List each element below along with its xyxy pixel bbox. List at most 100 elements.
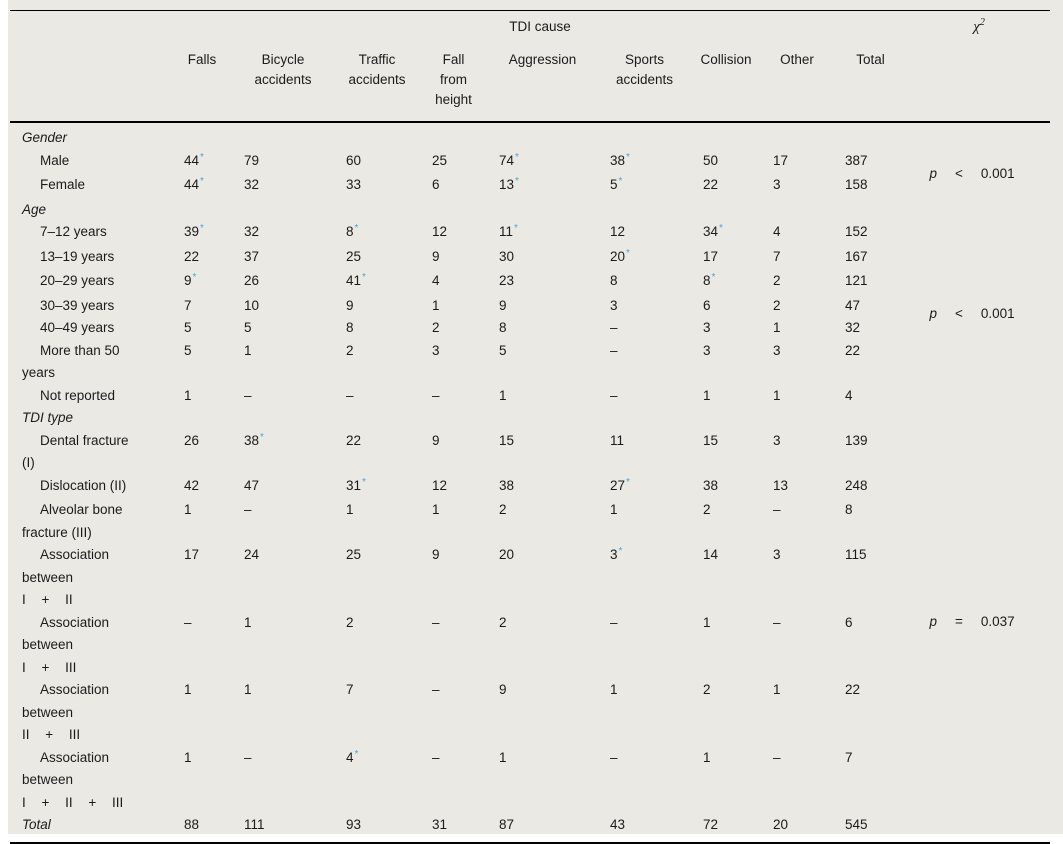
cell-fall-from-height: 6 bbox=[420, 174, 487, 199]
chi-cell-empty bbox=[908, 122, 1050, 150]
p-value-p: p bbox=[929, 613, 937, 629]
cell-sports-accidents: 3 bbox=[598, 295, 691, 318]
significance-asterisk: * bbox=[515, 151, 519, 163]
cell-bicycle-accidents: 24 bbox=[232, 544, 334, 612]
table-row-female: Female 44* 32 33 6 13* 5* 22 3 158 bbox=[10, 174, 1050, 199]
table-row-association-between-i-+-iii: Association between I + III – 1 2 – 2 – 1 – 6 bbox=[10, 612, 1050, 680]
cell-fall-from-height: 25 bbox=[420, 150, 487, 175]
cell-falls: 22 bbox=[172, 246, 232, 271]
cell-value: 11 bbox=[499, 224, 514, 239]
cell-traffic-accidents: 31* bbox=[334, 475, 420, 500]
cell-falls: 5 bbox=[172, 317, 232, 340]
cell-fall-from-height: – bbox=[420, 385, 487, 408]
cell-falls: 9* bbox=[172, 270, 232, 295]
cell-collision: 2 bbox=[691, 679, 761, 747]
cell-value: 25 bbox=[346, 547, 362, 562]
cell-bicycle-accidents: 111 bbox=[232, 814, 334, 844]
significance-asterisk: * bbox=[515, 176, 519, 187]
cell-fall-from-height: – bbox=[420, 612, 487, 680]
cell-total: 121 bbox=[833, 270, 908, 295]
table-row-712-years: 7–12 years 39* 32 8* 12 11* 12 34* 4 152 p <0.001 bbox=[10, 221, 1050, 321]
cell-fall-from-height: – bbox=[420, 679, 487, 747]
cell-value: 139 bbox=[845, 432, 868, 448]
cell-total: 167 bbox=[833, 246, 908, 271]
row-label-line: Dental fracture bbox=[40, 432, 129, 448]
cell-fall-from-height: – bbox=[420, 747, 487, 815]
cell-total: 139 bbox=[833, 430, 908, 475]
cell-value: 1 bbox=[184, 502, 192, 517]
significance-asterisk: * bbox=[200, 176, 204, 187]
table-row-2029-years: 20–29 years 9* 26 41* 4 23 8 8* 2 121 bbox=[10, 270, 1050, 295]
cell-value: 1 bbox=[773, 387, 781, 403]
cell-value: 2 bbox=[703, 682, 711, 697]
cell-value: 22 bbox=[845, 682, 861, 697]
cell-value: – bbox=[432, 387, 440, 403]
cell-aggression: 74* bbox=[487, 150, 598, 175]
cell-sports-accidents: 27* bbox=[598, 475, 691, 500]
cell-bicycle-accidents: 1 bbox=[232, 340, 334, 385]
significance-asterisk: * bbox=[514, 223, 518, 234]
cell-value: 39 bbox=[184, 224, 200, 239]
column-header-traffic-accidents: Traffic accidents bbox=[334, 43, 420, 123]
p-value-value: 0.037 bbox=[980, 613, 1015, 629]
cell-other: 13 bbox=[761, 475, 833, 500]
cell-value: 4 bbox=[773, 224, 781, 239]
cell-total: 32 bbox=[833, 317, 908, 340]
cell-aggression: 8 bbox=[487, 317, 598, 340]
row-label: 40–49 years bbox=[10, 317, 172, 340]
cell-other: 4 bbox=[761, 221, 833, 246]
cell-bicycle-accidents: 26 bbox=[232, 270, 334, 295]
row-label-line: I + II bbox=[22, 592, 73, 607]
row-label-line: 30–39 years bbox=[40, 297, 115, 313]
significance-asterisk: * bbox=[719, 223, 723, 234]
significance-asterisk: * bbox=[200, 223, 204, 234]
cell-falls: 1 bbox=[172, 499, 232, 544]
cell-traffic-accidents: 60 bbox=[334, 150, 420, 175]
table-panel: TDI cause χ2 Falls Bicycle accidents Traff… bbox=[8, 0, 1063, 844]
row-label-line: Gender bbox=[22, 130, 68, 145]
cell-value: – bbox=[432, 749, 440, 765]
cell-value: – bbox=[432, 682, 440, 697]
row-label-line: 40–49 years bbox=[40, 320, 115, 335]
cell-value: – bbox=[610, 320, 618, 335]
cell-value: 47 bbox=[244, 477, 260, 493]
cell-total: 8 bbox=[833, 499, 908, 544]
cell-value: 41 bbox=[346, 273, 362, 288]
cell-value: 38 bbox=[610, 152, 626, 168]
cell-total: 248 bbox=[833, 475, 908, 500]
cell-collision: 34* bbox=[691, 221, 761, 246]
cell-value: 14 bbox=[703, 547, 719, 562]
cell-value: – bbox=[432, 614, 440, 630]
table-row-gender: Gender bbox=[10, 122, 1050, 150]
column-header-other: Other bbox=[761, 43, 833, 123]
significance-asterisk: * bbox=[626, 151, 630, 163]
cell-value: 38 bbox=[703, 477, 719, 493]
cell-sports-accidents: – bbox=[598, 385, 691, 408]
cell-sports-accidents: 3* bbox=[598, 544, 691, 612]
table-header: TDI cause χ2 Falls Bicycle accidents Traff… bbox=[10, 11, 1051, 123]
cell-traffic-accidents: 8 bbox=[334, 317, 420, 340]
cell-value: 248 bbox=[845, 477, 868, 493]
significance-asterisk: * bbox=[618, 546, 623, 557]
column-header-fall-from-height: Fall from height bbox=[420, 43, 487, 123]
cell-aggression: 11* bbox=[487, 221, 598, 246]
cell-aggression: 23 bbox=[487, 270, 598, 295]
chi-cell-empty bbox=[908, 814, 1051, 844]
cell-value: – bbox=[773, 502, 781, 517]
cell-value: 1 bbox=[184, 387, 192, 403]
cell-value: – bbox=[610, 614, 618, 630]
row-label-line: Total bbox=[22, 817, 51, 832]
cell-value: 43 bbox=[610, 817, 626, 832]
cell-value: 47 bbox=[845, 297, 861, 313]
cell-value: 44 bbox=[184, 177, 200, 192]
cell-bicycle-accidents: 37 bbox=[232, 246, 334, 271]
cell-value: 25 bbox=[432, 152, 448, 168]
row-label: 13–19 years bbox=[10, 246, 172, 271]
cell-value: 12 bbox=[610, 224, 626, 239]
cell-total: 47 bbox=[833, 295, 908, 318]
cell-bicycle-accidents: 5 bbox=[232, 317, 334, 340]
cell-sports-accidents: 38* bbox=[598, 150, 691, 175]
cell-value: 8 bbox=[845, 502, 853, 517]
cell-traffic-accidents: – bbox=[334, 385, 420, 408]
row-label-line: Association bbox=[40, 749, 110, 765]
